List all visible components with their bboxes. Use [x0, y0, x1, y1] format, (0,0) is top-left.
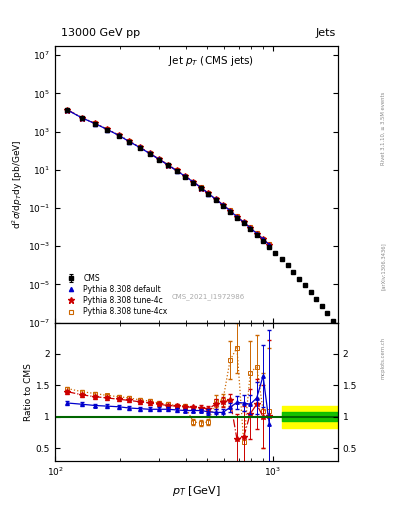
- Pythia 8.308 tune-4cx: [137, 144, 142, 150]
- Pythia 8.308 default: [228, 208, 232, 214]
- Pythia 8.308 default: [93, 121, 97, 127]
- Pythia 8.308 tune-4cx: [127, 138, 132, 144]
- Pythia 8.308 tune-4c: [147, 150, 152, 156]
- Pythia 8.308 default: [116, 132, 121, 138]
- Text: Rivet 3.1.10, ≥ 3.5M events: Rivet 3.1.10, ≥ 3.5M events: [381, 91, 386, 165]
- Pythia 8.308 tune-4cx: [228, 207, 232, 214]
- Pythia 8.308 default: [235, 214, 239, 220]
- Text: Jets: Jets: [316, 28, 336, 38]
- Pythia 8.308 tune-4c: [174, 167, 179, 174]
- Pythia 8.308 default: [174, 167, 179, 174]
- Pythia 8.308 tune-4c: [228, 207, 232, 214]
- X-axis label: $p_T$ [GeV]: $p_T$ [GeV]: [172, 484, 221, 498]
- Pythia 8.308 default: [248, 225, 253, 231]
- Pythia 8.308 tune-4c: [165, 162, 170, 168]
- Pythia 8.308 default: [261, 236, 265, 242]
- Pythia 8.308 tune-4cx: [165, 161, 170, 167]
- Pythia 8.308 tune-4c: [105, 126, 110, 133]
- Y-axis label: Ratio to CMS: Ratio to CMS: [24, 362, 33, 421]
- Pythia 8.308 tune-4c: [183, 173, 187, 179]
- Pythia 8.308 tune-4cx: [241, 219, 246, 225]
- Pythia 8.308 tune-4cx: [105, 126, 110, 133]
- Line: Pythia 8.308 tune-4c: Pythia 8.308 tune-4c: [64, 106, 273, 248]
- Pythia 8.308 tune-4cx: [267, 241, 272, 247]
- Pythia 8.308 tune-4c: [213, 196, 218, 202]
- Pythia 8.308 tune-4cx: [183, 173, 187, 179]
- Text: mcplots.cern.ch: mcplots.cern.ch: [381, 337, 386, 379]
- Pythia 8.308 tune-4cx: [235, 214, 239, 220]
- Pythia 8.308 default: [206, 190, 211, 197]
- Pythia 8.308 tune-4cx: [213, 196, 218, 202]
- Pythia 8.308 tune-4c: [241, 219, 246, 225]
- Pythia 8.308 tune-4c: [220, 202, 225, 208]
- Pythia 8.308 tune-4cx: [191, 179, 196, 185]
- Pythia 8.308 tune-4cx: [93, 120, 97, 126]
- Pythia 8.308 default: [80, 115, 84, 121]
- Pythia 8.308 tune-4c: [127, 138, 132, 144]
- Pythia 8.308 default: [65, 107, 70, 113]
- Pythia 8.308 default: [198, 185, 203, 191]
- Pythia 8.308 default: [105, 126, 110, 133]
- Pythia 8.308 tune-4c: [93, 120, 97, 126]
- Pythia 8.308 tune-4c: [65, 106, 70, 113]
- Pythia 8.308 default: [183, 173, 187, 179]
- Text: CMS_2021_I1972986: CMS_2021_I1972986: [171, 294, 244, 301]
- Pythia 8.308 tune-4c: [235, 214, 239, 220]
- Pythia 8.308 tune-4c: [248, 225, 253, 231]
- Line: Pythia 8.308 default: Pythia 8.308 default: [65, 108, 272, 247]
- Pythia 8.308 tune-4cx: [254, 230, 259, 236]
- Pythia 8.308 tune-4c: [206, 190, 211, 197]
- Legend: CMS, Pythia 8.308 default, Pythia 8.308 tune-4c, Pythia 8.308 tune-4cx: CMS, Pythia 8.308 default, Pythia 8.308 …: [59, 271, 170, 319]
- Pythia 8.308 default: [254, 230, 259, 237]
- Pythia 8.308 tune-4cx: [248, 224, 253, 230]
- Pythia 8.308 tune-4c: [267, 242, 272, 248]
- Pythia 8.308 tune-4cx: [220, 202, 225, 208]
- Pythia 8.308 default: [267, 242, 272, 248]
- Pythia 8.308 default: [165, 162, 170, 168]
- Pythia 8.308 default: [220, 202, 225, 208]
- Pythia 8.308 tune-4c: [261, 236, 265, 242]
- Pythia 8.308 tune-4cx: [156, 156, 161, 162]
- Pythia 8.308 default: [213, 196, 218, 202]
- Pythia 8.308 default: [191, 179, 196, 185]
- Pythia 8.308 tune-4c: [254, 230, 259, 237]
- Pythia 8.308 tune-4cx: [198, 184, 203, 190]
- Pythia 8.308 tune-4cx: [116, 132, 121, 138]
- Pythia 8.308 tune-4c: [80, 115, 84, 121]
- Pythia 8.308 tune-4c: [191, 179, 196, 185]
- Pythia 8.308 tune-4cx: [147, 150, 152, 156]
- Pythia 8.308 tune-4cx: [65, 106, 70, 113]
- Pythia 8.308 tune-4c: [198, 184, 203, 190]
- Pythia 8.308 tune-4c: [116, 132, 121, 138]
- Pythia 8.308 tune-4cx: [80, 115, 84, 121]
- Text: Jet $p_T$ (CMS jets): Jet $p_T$ (CMS jets): [168, 54, 253, 69]
- Pythia 8.308 default: [156, 156, 161, 162]
- Line: Pythia 8.308 tune-4cx: Pythia 8.308 tune-4cx: [65, 107, 272, 246]
- Pythia 8.308 default: [147, 151, 152, 157]
- Pythia 8.308 tune-4c: [156, 156, 161, 162]
- Pythia 8.308 tune-4cx: [206, 190, 211, 196]
- Text: 13000 GeV pp: 13000 GeV pp: [61, 28, 140, 38]
- Pythia 8.308 tune-4cx: [174, 167, 179, 174]
- Text: [arXiv:1306.3436]: [arXiv:1306.3436]: [381, 242, 386, 290]
- Pythia 8.308 default: [127, 139, 132, 145]
- Pythia 8.308 tune-4c: [137, 144, 142, 151]
- Y-axis label: d$^2\sigma$/d$p_T$dy [pb/GeV]: d$^2\sigma$/d$p_T$dy [pb/GeV]: [11, 140, 25, 229]
- Pythia 8.308 default: [137, 144, 142, 151]
- Pythia 8.308 tune-4cx: [261, 236, 265, 242]
- Pythia 8.308 default: [241, 219, 246, 225]
